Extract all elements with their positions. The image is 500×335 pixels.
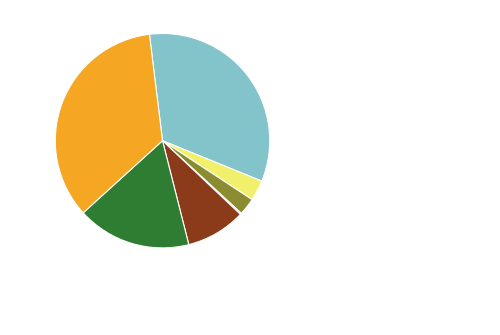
Wedge shape <box>56 34 162 213</box>
Wedge shape <box>162 141 242 214</box>
Wedge shape <box>162 141 240 245</box>
Wedge shape <box>162 141 252 213</box>
Wedge shape <box>150 34 270 181</box>
Wedge shape <box>83 141 189 248</box>
Wedge shape <box>162 141 262 200</box>
